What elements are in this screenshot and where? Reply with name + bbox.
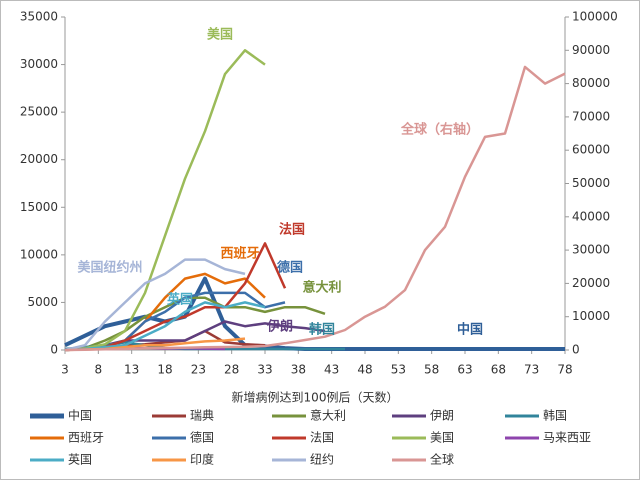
annotation: 意大利: [302, 280, 341, 296]
y-tick-label: 15000: [20, 200, 58, 214]
x-tick-label: 13: [124, 363, 139, 377]
y2-tick-label: 70000: [572, 109, 610, 123]
x-tick-label: 63: [457, 363, 472, 377]
x-tick-label: 43: [324, 363, 339, 377]
x-tick-label: 3: [61, 363, 69, 377]
legend-label: 德国: [190, 430, 214, 445]
y-tick-label: 25000: [20, 105, 58, 119]
y2-tick-label: 80000: [572, 76, 610, 90]
y2-tick-label: 60000: [572, 143, 610, 157]
series-line: [64, 49, 266, 352]
x-axis-label: 新增病例达到100例后（天数）: [232, 390, 399, 405]
annotation: 中国: [457, 322, 483, 338]
x-tick-label: 18: [157, 363, 172, 377]
y-tick-label: 35000: [20, 10, 58, 24]
annotation: 德国: [277, 260, 303, 276]
y2-tick-label: 10000: [572, 309, 610, 323]
y2-tick-label: 20000: [572, 276, 610, 290]
x-tick-label: 23: [191, 363, 206, 377]
legend-label: 瑞典: [190, 409, 214, 423]
legend-label: 伊朗: [430, 409, 454, 423]
y2-tick-label: 100000: [572, 10, 618, 24]
annotation: 伊朗: [266, 319, 293, 335]
legend-label: 印度: [190, 452, 214, 467]
y-tick-label: 5000: [27, 295, 58, 309]
x-tick-label: 58: [424, 363, 439, 377]
annotation: 美国: [207, 27, 233, 43]
legend-label: 西班牙: [68, 431, 104, 445]
annotation: 美国纽约州: [77, 260, 142, 276]
x-tick-label: 8: [95, 363, 103, 377]
y2-tick-label: 30000: [572, 243, 610, 257]
y2-tick-label: 0: [572, 343, 580, 357]
x-tick-label: 38: [291, 363, 306, 377]
legend-label: 法国: [310, 431, 334, 445]
y-tick-label: 20000: [20, 152, 58, 166]
series-line: [64, 65, 566, 352]
legend-label: 马来西亚: [543, 431, 591, 445]
series-line: [64, 296, 326, 352]
x-tick-label: 28: [224, 363, 239, 377]
x-tick-label: 48: [357, 363, 372, 377]
y-tick-label: 10000: [20, 247, 58, 261]
y-tick-label: 30000: [20, 57, 58, 71]
x-tick-label: 53: [391, 363, 406, 377]
x-tick-label: 78: [557, 363, 572, 377]
legend-label: 意大利: [310, 408, 346, 423]
legend-label: 全球: [430, 452, 454, 467]
legend-label: 韩国: [543, 408, 567, 423]
y2-tick-label: 90000: [572, 43, 610, 57]
legend-label: 纽约: [310, 452, 334, 467]
x-tick-label: 73: [524, 363, 539, 377]
y2-tick-label: 40000: [572, 209, 610, 223]
annotation: 西班牙: [220, 246, 259, 262]
annotation: 全球（右轴）: [400, 122, 479, 138]
series-line: [64, 258, 246, 352]
y-tick-label: 0: [50, 343, 58, 357]
legend-label: 英国: [68, 453, 92, 467]
annotation: 英国: [166, 292, 193, 308]
x-tick-label: 33: [257, 363, 272, 377]
legend-label: 中国: [68, 408, 92, 423]
annotation: 韩国: [309, 322, 335, 338]
legend-label: 美国: [430, 431, 454, 445]
series-line: [64, 301, 266, 352]
annotation: 法国: [279, 222, 305, 238]
y2-tick-label: 50000: [572, 176, 610, 190]
x-tick-label: 68: [491, 363, 506, 377]
